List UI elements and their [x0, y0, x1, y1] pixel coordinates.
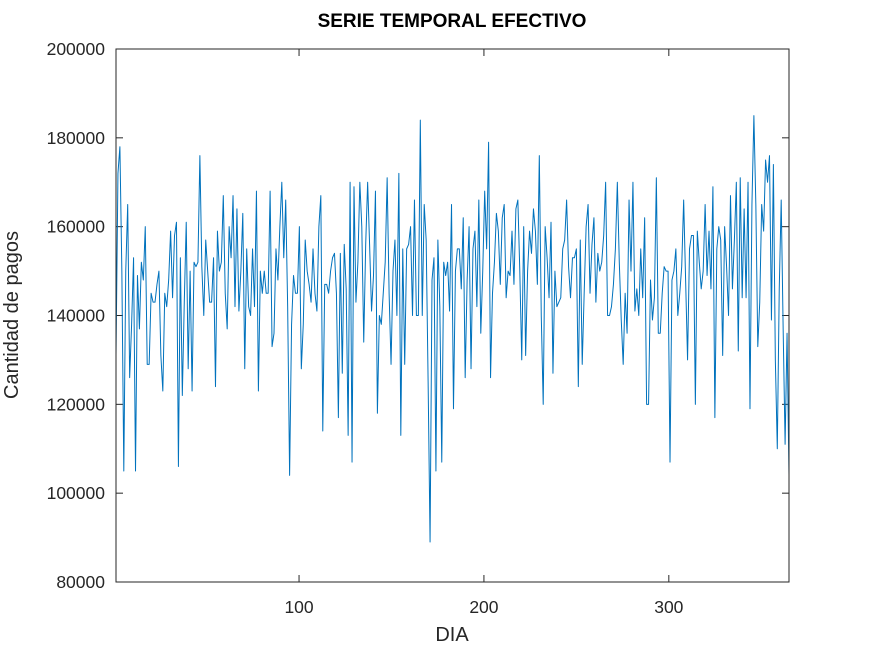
x-axis-label: DIA — [435, 624, 469, 646]
y-tick-label: 140000 — [47, 306, 106, 326]
y-tick-label: 160000 — [47, 217, 106, 237]
series-line — [115, 115, 790, 543]
y-tick-label: 100000 — [47, 483, 106, 503]
chart-title: SERIE TEMPORAL EFECTIVO — [318, 11, 587, 32]
y-tick-label: 120000 — [47, 394, 106, 414]
y-axis-label: Cantidad de pagos — [1, 231, 23, 399]
y-tick-label: 180000 — [47, 128, 106, 148]
y-tick-label: 200000 — [47, 39, 106, 59]
x-tick-label: 200 — [469, 597, 498, 617]
x-tick-label: 300 — [654, 597, 683, 617]
ticks: 100 200 300 80000 100000 120000 140000 160000 18… — [47, 39, 789, 617]
plot-frame — [115, 48, 790, 583]
x-tick-label: 100 — [284, 597, 313, 617]
y-tick-label: 80000 — [56, 572, 105, 592]
